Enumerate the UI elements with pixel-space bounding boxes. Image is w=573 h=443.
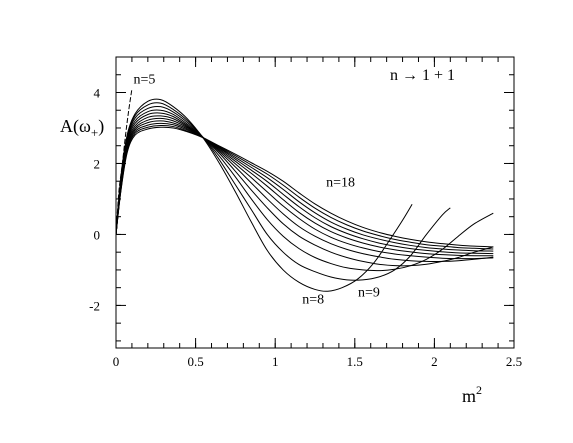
series-line-n11 <box>115 109 494 267</box>
plot-frame <box>115 56 515 349</box>
series-line-n12 <box>115 112 494 262</box>
y-axis-label-main: A(ω <box>60 116 91 137</box>
curve-label: n=9 <box>358 286 380 301</box>
axis-ticks: 0 0.5 1 1.5 2 2.5 -2 0 2 4 <box>89 56 522 369</box>
series-line-n18 <box>115 126 494 248</box>
plot-border <box>115 56 515 349</box>
y-tick-label: -2 <box>89 298 100 313</box>
annotation-text: n → 1 + 1 <box>390 67 455 84</box>
y-tick-label: 0 <box>94 227 101 242</box>
y-axis-label: A(ω+) <box>60 116 104 140</box>
series-line-n16 <box>115 122 494 252</box>
series-line-n17 <box>115 124 494 250</box>
y-axis-label-sub: + <box>91 125 98 140</box>
x-tick-label: 0.5 <box>187 354 203 369</box>
x-tick-label: 2.5 <box>506 354 522 369</box>
series-curves <box>115 88 494 292</box>
series-line-n9 <box>115 102 451 281</box>
y-tick-label: 4 <box>94 85 101 100</box>
curve-label: n=18 <box>326 176 355 191</box>
x-tick-label: 1.5 <box>347 354 363 369</box>
x-tick-label: 1 <box>272 354 279 369</box>
x-axis-label: m2 <box>462 383 482 406</box>
x-axis-label-main: m <box>462 386 476 406</box>
curve-label: n=8 <box>302 293 324 308</box>
x-tick-label: 2 <box>431 354 438 369</box>
series-line-n13 <box>115 115 494 260</box>
y-tick-label: 2 <box>94 156 101 171</box>
curve-label: n=5 <box>134 73 156 88</box>
series-line-n15 <box>115 120 494 255</box>
x-axis-label-sup: 2 <box>476 383 482 397</box>
y-axis-label-close: ) <box>98 116 104 137</box>
series-line-n14 <box>115 117 494 257</box>
series-line-n8 <box>115 98 413 292</box>
curve-labels: n=5 n=18 n=8 n=9 <box>134 73 380 308</box>
x-tick-label: 0 <box>113 354 120 369</box>
